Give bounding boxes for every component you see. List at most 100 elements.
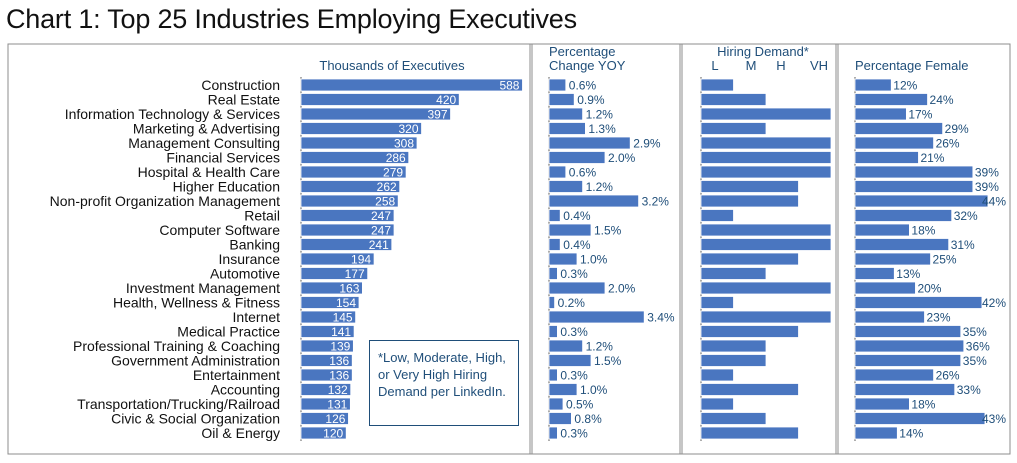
pct-female-value-label: 13% (896, 267, 920, 281)
executives-bar (300, 93, 460, 106)
pct-change-value-label: 0.4% (563, 209, 591, 223)
hiring-demand-bar (700, 397, 734, 411)
category-label: Insurance (219, 251, 281, 267)
pct-change-value-label: 0.3% (560, 267, 588, 281)
pct-change-value-label: 0.8% (574, 412, 602, 426)
executives-bar (300, 180, 401, 193)
hiring-demand-bar (700, 252, 799, 266)
executives-value-label: 163 (339, 282, 359, 296)
executives-value-label: 286 (386, 151, 406, 165)
hiring-demand-bar (700, 223, 832, 237)
pct-change-value-label: 2.0% (608, 151, 636, 165)
pct-female-value-label: 24% (930, 93, 954, 107)
pct-female-value-label: 25% (933, 253, 957, 267)
executives-bar (300, 397, 351, 411)
chart-title: Chart 1: Top 25 Industries Employing Exe… (6, 4, 577, 34)
pct-change-value-label: 0.5% (566, 398, 594, 412)
pct-change-value-label: 1.5% (594, 224, 622, 238)
pct-change-value-label: 0.6% (569, 166, 597, 180)
pct-female-value-label: 35% (963, 325, 987, 339)
hiring-tick-label: VH (810, 58, 828, 73)
hiring-demand-bar (700, 122, 767, 135)
pct-change-value-label: 0.3% (560, 427, 588, 441)
executives-value-label: 131 (327, 398, 347, 412)
header-executives: Thousands of Executives (319, 58, 465, 73)
executives-value-label: 132 (328, 383, 348, 397)
hiring-demand-bar (700, 354, 767, 367)
pct-female-value-label: 43% (982, 412, 1006, 426)
category-label: Automotive (210, 266, 280, 282)
category-label: Marketing & Advertising (133, 121, 280, 137)
pct-change-bar (548, 383, 578, 396)
executives-bar (300, 194, 399, 208)
value-labels: 5884203973203082862792622582472472411941… (323, 79, 1006, 441)
pct-change-value-label: 0.2% (558, 296, 586, 310)
hiring-demand-bar (700, 180, 799, 193)
header-pct-change-line1: Percentage (549, 44, 616, 59)
executives-value-label: 136 (329, 369, 349, 383)
pct-female-bar (854, 368, 934, 382)
pct-change-value-label: 3.4% (647, 311, 675, 325)
chart-frame (7, 43, 1011, 455)
pct-female-value-label: 36% (966, 340, 990, 354)
pct-female-value-label: 21% (920, 151, 944, 165)
executives-value-label: 241 (369, 238, 389, 252)
pct-female-value-label: 39% (975, 180, 999, 194)
header-pct-change-line2: Change YOY (549, 58, 626, 73)
executives-bar (300, 252, 375, 266)
pct-change-bar (548, 368, 558, 382)
pct-change-bar (548, 165, 567, 179)
executives-bar (300, 339, 354, 353)
category-label: Real Estate (208, 92, 281, 108)
executives-value-label: 177 (345, 267, 365, 281)
executives-bar (300, 310, 357, 324)
executives-value-label: 247 (371, 209, 391, 223)
executives-bar (300, 107, 451, 121)
executives-value-label: 154 (336, 296, 356, 310)
executives-value-label: 139 (330, 340, 350, 354)
pct-change-bar (548, 151, 606, 164)
executives-bar (300, 383, 352, 396)
pct-female-value-label: 18% (911, 224, 935, 238)
executives-bar (300, 325, 355, 338)
pct-female-bar (854, 93, 928, 106)
category-label: Government Administration (111, 353, 280, 369)
hiring-demand-bar (700, 339, 767, 353)
category-label: Civic & Social Organization (111, 411, 280, 427)
category-label: Retail (244, 208, 280, 224)
hiring-demand-bar (700, 78, 734, 92)
category-label: Banking (229, 237, 280, 253)
category-label: Non-profit Organization Management (50, 193, 280, 209)
hiring-demand-bar (700, 93, 767, 106)
hiring-demand-bar (700, 194, 799, 208)
category-label: Construction (201, 77, 280, 93)
executives-bar (300, 223, 395, 237)
category-label: Higher Education (173, 179, 280, 195)
executives-bar (300, 238, 393, 251)
executives-value-label: 126 (325, 412, 345, 426)
pct-female-bar (854, 238, 950, 251)
executives-value-label: 136 (329, 354, 349, 368)
pct-change-value-label: 1.0% (580, 253, 608, 267)
pct-female-value-label: 23% (927, 311, 951, 325)
pct-change-bar (548, 426, 558, 440)
footnote-box: *Low, Moderate, High, or Very High Hirin… (369, 340, 519, 426)
executives-value-label: 397 (428, 108, 448, 122)
pct-change-bar (548, 296, 555, 309)
hiring-tick-label: M (746, 58, 757, 73)
pct-change-bar (548, 397, 564, 411)
pct-female-bar (854, 136, 934, 150)
pct-female-value-label: 14% (899, 427, 923, 441)
pct-change-value-label: 0.6% (569, 79, 597, 93)
pct-change-value-label: 1.3% (588, 122, 616, 136)
pct-change-bar (548, 122, 586, 135)
hiring-demand-bar (700, 136, 832, 150)
hiring-demand-bar (700, 296, 734, 309)
executives-value-label: 141 (331, 325, 351, 339)
category-label: Investment Management (126, 280, 280, 296)
panel-headers: Thousands of Executives PercentageChange … (319, 44, 968, 73)
pct-female-value-label: 39% (975, 166, 999, 180)
pct-change-bar (548, 209, 561, 222)
